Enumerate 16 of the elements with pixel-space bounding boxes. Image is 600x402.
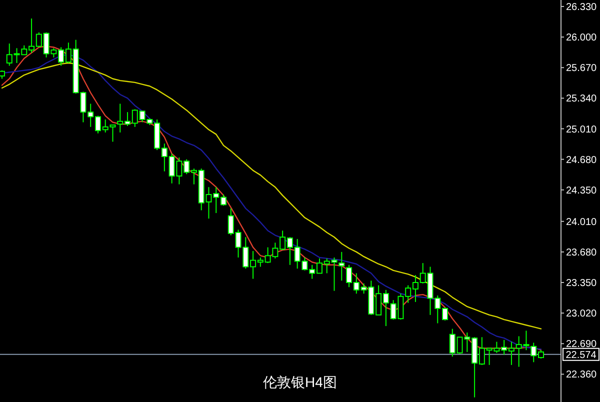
candlestick <box>338 251 345 282</box>
y-tick-label: 25.670 <box>566 63 598 74</box>
y-tick-label: 22.360 <box>566 370 598 381</box>
y-tick-label: 24.350 <box>566 185 598 196</box>
y-tick-label: 25.340 <box>566 94 598 105</box>
y-tick-label: 23.350 <box>566 278 598 290</box>
y-tick-label: 23.680 <box>566 247 598 258</box>
y-tick-label: 24.010 <box>566 216 598 228</box>
text: 伦敦银H4图 <box>263 374 337 390</box>
y-tick-label: 25.010 <box>566 124 598 136</box>
y-tick-label: 23.020 <box>566 308 598 320</box>
y-tick-label: 26.000 <box>566 32 598 44</box>
y-tick-label: 22.690 <box>566 339 598 350</box>
ref-line-label: 22.574 <box>566 350 597 361</box>
y-tick-label: 24.680 <box>566 154 598 166</box>
y-tick-label: 26.330 <box>566 2 598 13</box>
